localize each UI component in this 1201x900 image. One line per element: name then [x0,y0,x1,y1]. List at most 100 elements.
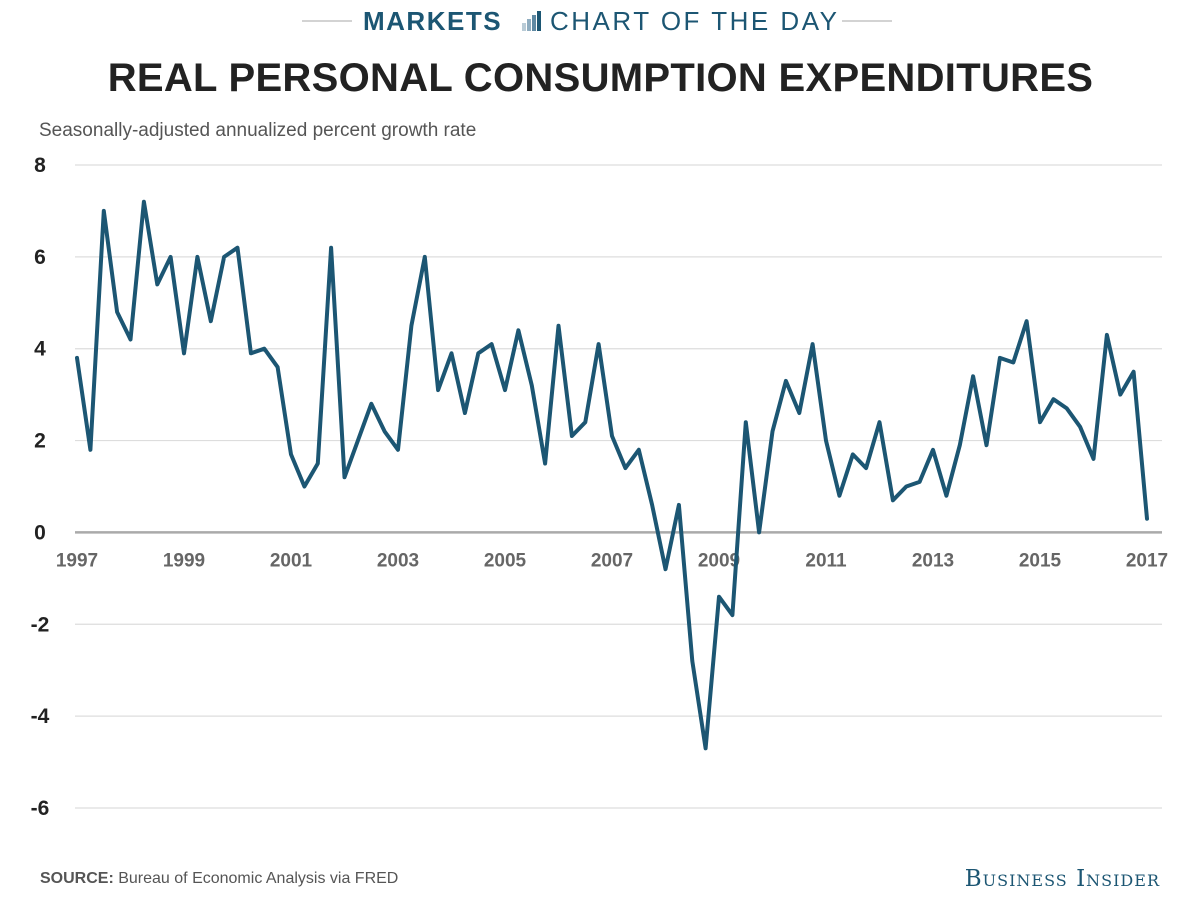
data-point [678,504,680,506]
data-point [236,246,239,249]
data-point [544,462,546,465]
data-point [1025,320,1028,323]
data-point [89,449,92,451]
data-point [196,256,199,258]
data-point [798,412,801,414]
data-point [1066,407,1068,410]
chart-of-the-day-label: CHART OF THE DAY [550,6,840,36]
source-note: SOURCE: Bureau of Economic Analysis via … [40,870,398,888]
data-point [317,462,319,465]
data-point [531,384,533,387]
data-point [932,449,934,451]
x-tick-label: 2015 [1019,550,1062,571]
x-tick-label: 1999 [163,550,205,571]
x-tick-label: 2003 [377,550,419,571]
data-point [664,568,667,570]
data-point [852,453,854,456]
data-point [878,421,881,424]
data-point [370,403,373,405]
data-point [972,375,974,378]
data-point [330,246,332,249]
data-point [945,494,948,497]
x-axis-ticks: 1997 1999 2001 2003 2005 2007 2009 2011 2013 2015… [56,550,1168,571]
data-point [1092,458,1095,460]
data-point [624,467,627,469]
x-tick-label: 2013 [912,550,954,571]
data-point [1146,517,1148,520]
data-point [731,614,734,616]
y-tick-label: 6 [34,246,46,269]
data-point [383,430,386,433]
data-point [437,389,439,391]
x-tick-label: 2009 [698,550,740,571]
data-point [718,595,720,598]
data-point [597,343,600,345]
y-tick-label: 8 [34,154,46,177]
data-point [651,504,653,506]
chart-title: REAL PERSONAL CONSUMPTION EXPENDITURES [107,56,1094,100]
data-point [397,449,399,451]
data-point [116,311,118,313]
source-text: Bureau of Economic Analysis via FRED [118,870,399,887]
data-point [1119,393,1122,396]
data-point [517,329,520,332]
data-point [156,283,159,286]
data-point [825,439,827,442]
data-point [169,256,172,258]
x-tick-label: 2011 [805,550,847,571]
data-point [611,435,613,437]
data-point [1039,421,1041,424]
series-line [75,199,1149,751]
data-point [343,476,346,479]
x-tick-label: 2017 [1126,550,1168,571]
data-point [129,338,132,341]
data-point [357,439,359,442]
data-point [424,256,426,258]
data-point [477,352,480,355]
data-point [985,444,988,447]
data-point [1079,426,1081,428]
markets-brand: MARKETS [363,6,503,36]
data-point [76,357,78,359]
data-point [838,494,841,497]
line-chart: 8 6 4 2 0 -2 -4 -6 1997 1999 2001 2003 2005 2007 2009… [31,154,1168,820]
data-point [785,380,787,382]
business-insider-logo: Business Insider [964,866,1160,892]
data-point [892,499,894,502]
y-tick-label: 2 [34,430,46,453]
data-point [811,343,814,345]
data-point [223,256,225,258]
data-point [183,352,185,355]
banner-rule-left [302,20,352,22]
data-point [691,660,694,662]
data-point [1106,334,1108,336]
data-point [143,200,145,203]
data-point [745,421,747,424]
data-point [704,747,707,750]
data-point [103,210,105,212]
series-layer [75,199,1149,751]
y-tick-label: -6 [31,797,50,820]
data-point [1132,370,1135,373]
data-point [250,352,252,355]
data-point [918,481,921,483]
data-point [303,485,306,488]
data-point [571,435,573,437]
grid-lines [75,164,1162,809]
data-point [410,325,413,327]
data-point [865,467,867,469]
data-point [584,421,587,424]
chart-of-the-day-banner: MARKETS CHART OF THE DAY [0,0,1201,40]
source-label: SOURCE: [40,870,114,887]
data-point [490,343,493,345]
data-point [999,357,1001,359]
data-point [959,444,961,447]
data-point [464,412,466,414]
data-point [263,347,266,350]
y-tick-label: 4 [34,338,46,361]
y-tick-label: -2 [31,613,50,636]
data-point [905,485,908,488]
x-tick-label: 2005 [484,550,527,571]
data-point [210,320,212,323]
data-point [504,389,506,391]
